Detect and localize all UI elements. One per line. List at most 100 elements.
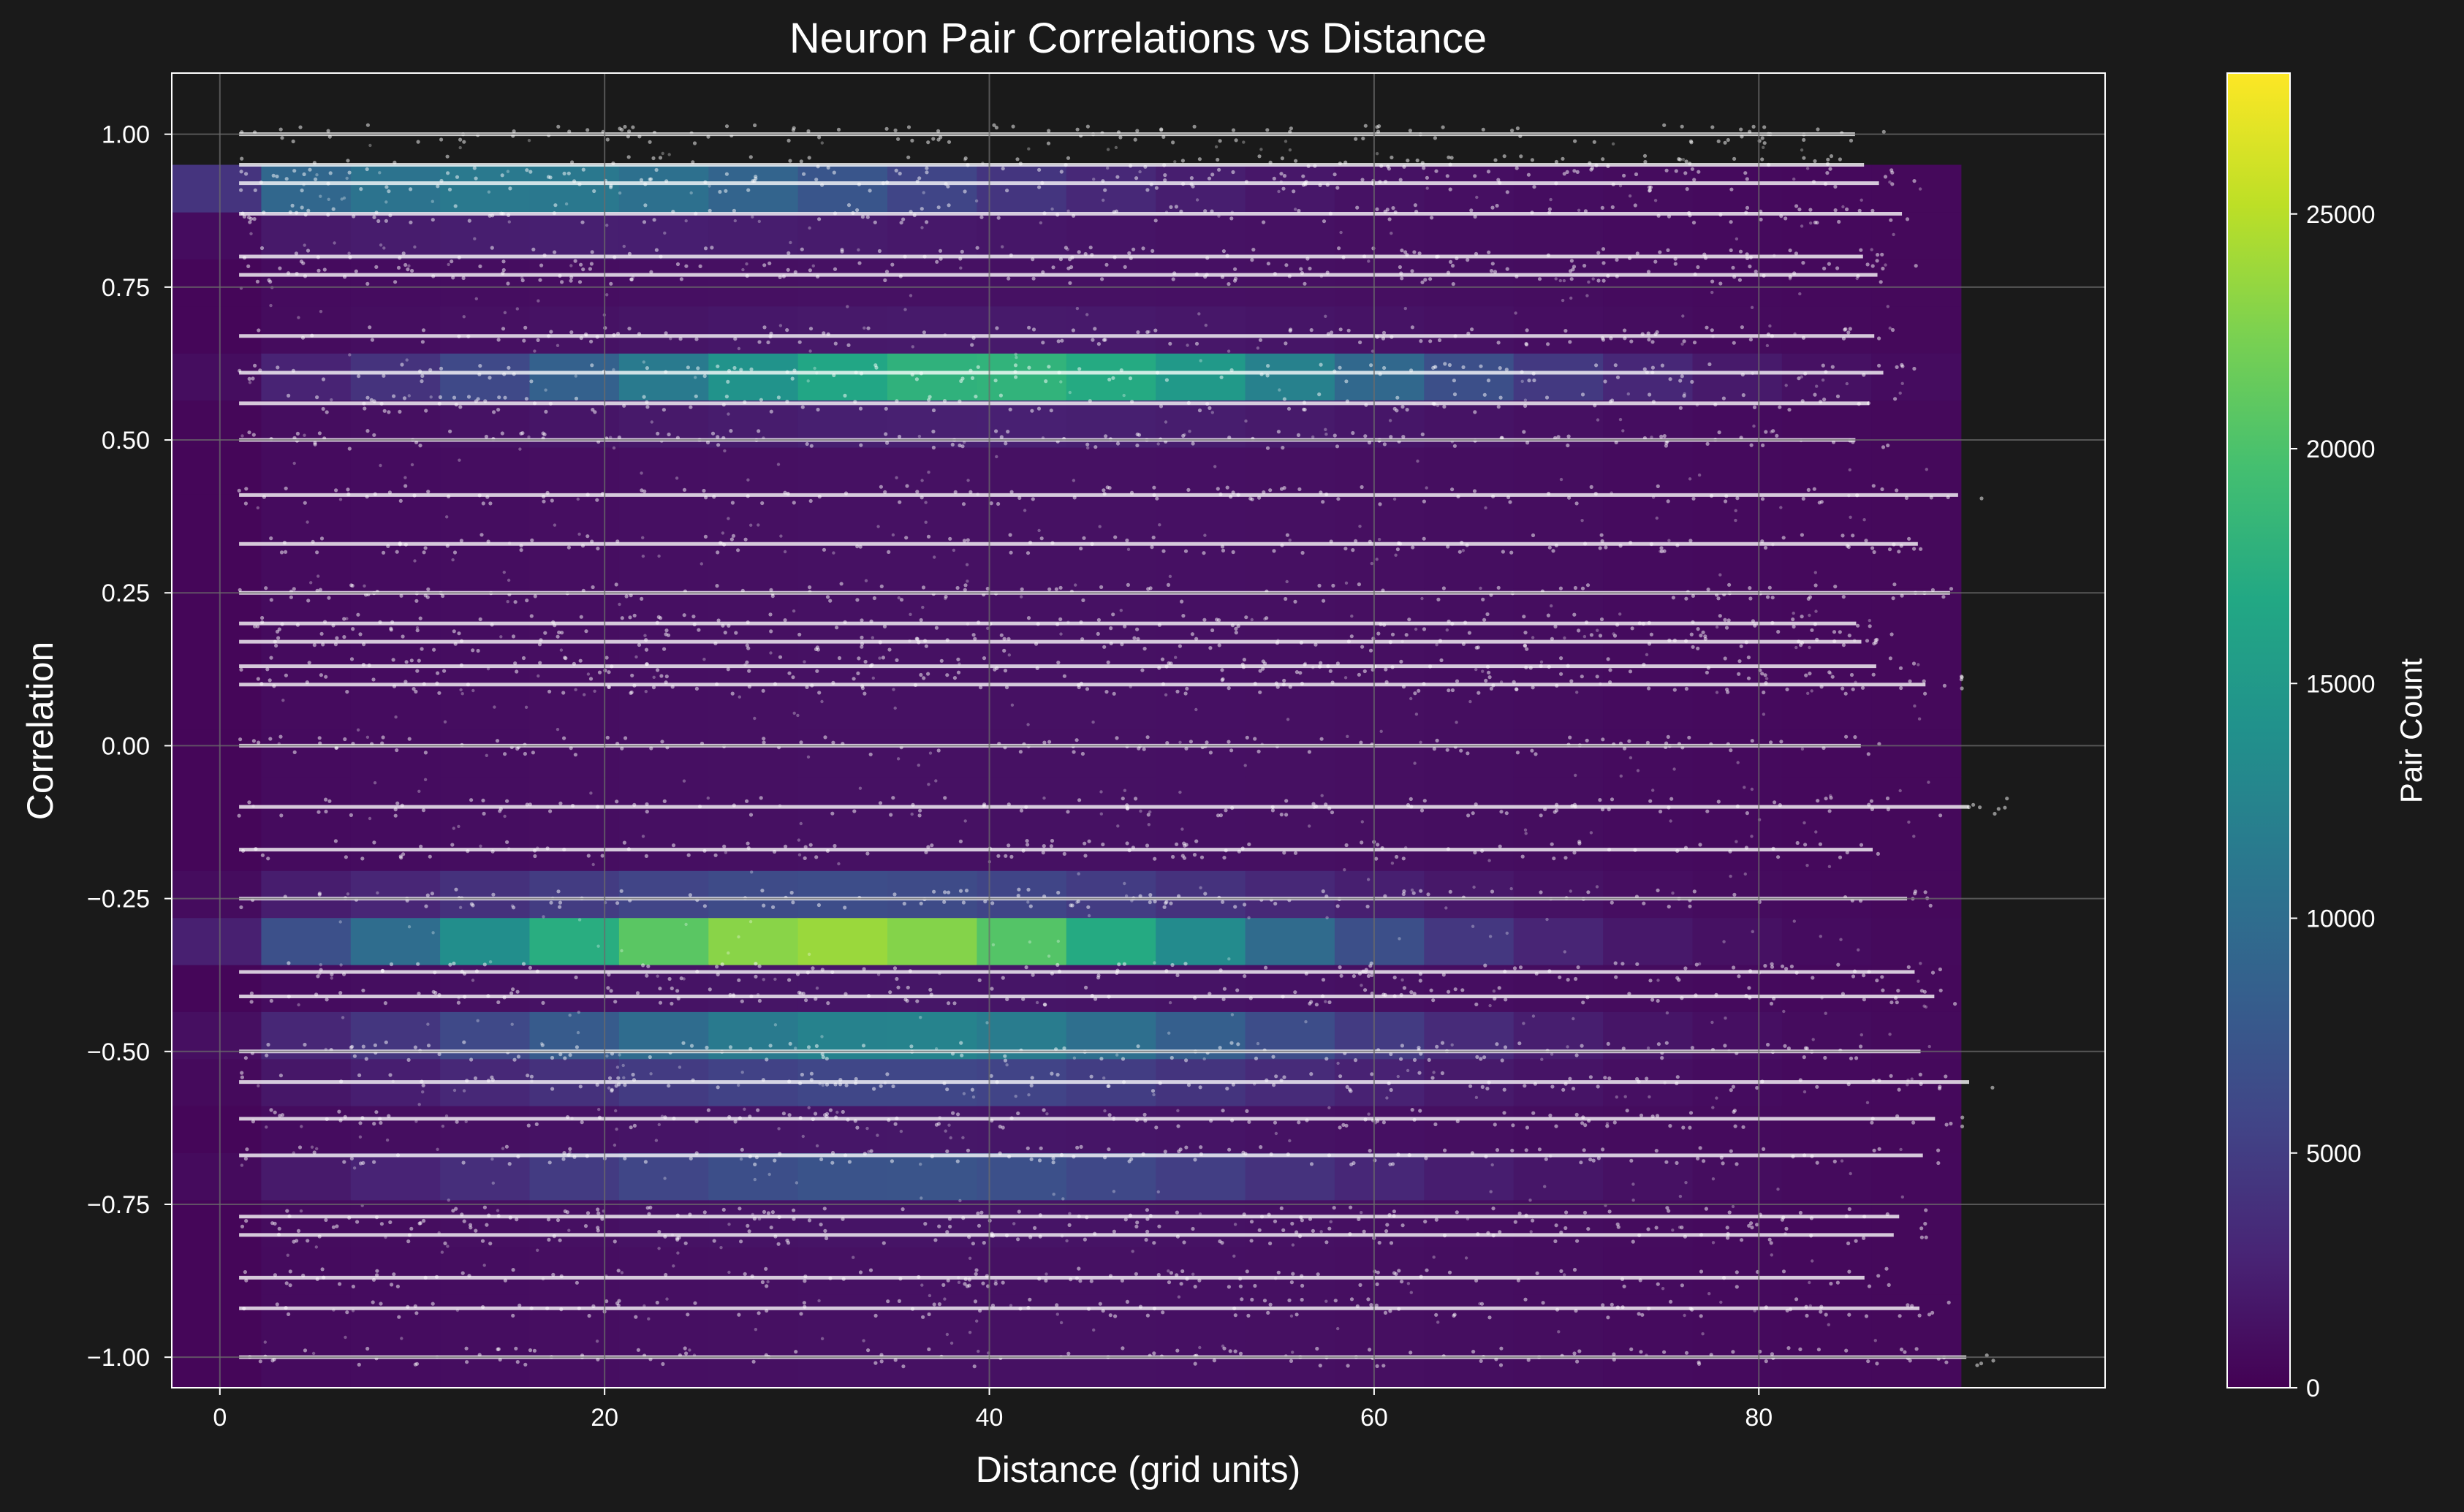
heatmap-cell	[1692, 1293, 1783, 1342]
scatter-point	[1870, 546, 1875, 550]
scatter-point	[1634, 894, 1639, 899]
scatter-point	[1936, 1148, 1941, 1152]
scatter-point	[1050, 1071, 1054, 1076]
scatter-point	[1381, 1364, 1386, 1368]
scatter-point	[1028, 1235, 1033, 1239]
scatter-point	[847, 1160, 852, 1164]
scatter-point	[545, 490, 550, 495]
scatter-point	[1427, 1057, 1431, 1062]
scatter-point	[1111, 376, 1115, 380]
scatter-point	[1354, 539, 1358, 543]
scatter-point	[629, 691, 633, 696]
scatter-point	[1235, 988, 1240, 992]
scatter-point	[1588, 1075, 1593, 1079]
scatter-point	[1390, 632, 1395, 637]
scatter-point	[1748, 586, 1752, 590]
scatter-point	[1184, 1058, 1189, 1063]
scatter-point	[1829, 154, 1834, 159]
heatmap-cell	[708, 682, 799, 730]
scatter-point	[1702, 1159, 1706, 1163]
scatter-point	[853, 400, 857, 404]
scatter-point	[908, 969, 912, 973]
scatter-point	[1004, 685, 1009, 690]
heatmap-cell	[977, 588, 1067, 636]
scatter-point	[335, 1224, 339, 1228]
scatter-point	[1474, 802, 1478, 807]
scatter-point	[417, 1103, 421, 1106]
scatter-point	[1677, 742, 1681, 746]
scatter-point	[757, 1217, 762, 1221]
scatter-point	[615, 901, 620, 905]
scatter-point	[563, 1209, 567, 1214]
scatter-point	[1869, 799, 1873, 803]
scatter-point	[670, 986, 674, 991]
scatter-point	[1289, 1314, 1294, 1318]
scatter-point	[820, 699, 824, 704]
scatter-point	[743, 1272, 747, 1276]
scatter-point	[1423, 1220, 1428, 1224]
heatmap-cell	[1871, 1199, 1962, 1247]
scatter-point	[751, 215, 754, 219]
scatter-point	[1486, 1231, 1490, 1235]
scatter-point	[1732, 965, 1736, 970]
scatter-point	[1399, 271, 1403, 276]
scatter-point	[1273, 1120, 1278, 1125]
scatter-point	[622, 244, 626, 248]
scatter-point	[1179, 1282, 1183, 1286]
scatter-point	[1121, 1057, 1126, 1061]
scatter-point	[655, 1300, 659, 1305]
scatter-point	[288, 1283, 292, 1288]
scatter-point	[1531, 1111, 1536, 1115]
scatter-point	[1798, 1210, 1802, 1215]
scatter-point	[1853, 639, 1857, 642]
scatter-point	[570, 160, 575, 164]
scatter-point	[1628, 256, 1632, 260]
scatter-point	[1313, 164, 1317, 168]
scatter-point	[773, 1023, 778, 1027]
scatter-point	[977, 620, 981, 625]
scatter-point	[277, 742, 281, 745]
scatter-point	[1279, 1206, 1284, 1210]
scatter-point	[963, 588, 967, 592]
scatter-point	[569, 264, 573, 267]
scatter-point	[1524, 665, 1528, 669]
heatmap-cell	[1424, 447, 1515, 495]
heatmap-cell	[797, 729, 888, 778]
scatter-point	[1210, 209, 1214, 213]
scatter-point	[607, 685, 611, 689]
scatter-point	[486, 1079, 491, 1083]
heatmap-cell	[1871, 1246, 1962, 1295]
scatter-point	[317, 892, 322, 896]
scatter-point	[659, 674, 664, 678]
scatter-point	[924, 501, 928, 504]
scatter-point	[1894, 995, 1898, 1000]
scatter-point	[580, 220, 585, 224]
scatter-point	[963, 189, 967, 194]
scatter-point	[931, 429, 936, 434]
scatter-point	[713, 853, 718, 857]
scatter-point	[518, 1303, 522, 1307]
scatter-point	[310, 333, 314, 338]
scatter-point	[1261, 666, 1265, 671]
scatter-point	[1620, 1277, 1625, 1281]
heatmap-cell	[1156, 1152, 1246, 1201]
scatter-point	[1035, 1000, 1039, 1005]
scatter-point	[1284, 799, 1289, 803]
scatter-point	[1639, 1350, 1643, 1354]
scatter-point	[1724, 1017, 1727, 1020]
scatter-point	[1505, 267, 1509, 271]
scatter-point	[1766, 1042, 1770, 1047]
scatter-point	[1563, 856, 1568, 860]
scatter-point	[297, 1145, 303, 1150]
scatter-point	[281, 699, 285, 702]
scatter-point	[965, 1284, 969, 1288]
heatmap-cell	[350, 1152, 441, 1201]
scatter-point	[1860, 685, 1865, 690]
scatter-point	[730, 691, 735, 696]
scatter-point	[1750, 1226, 1754, 1230]
scatter-point	[443, 720, 447, 723]
scatter-point	[728, 992, 732, 998]
scatter-point	[961, 1216, 966, 1220]
scatter-point	[953, 490, 958, 495]
heatmap-cell	[1513, 776, 1604, 824]
